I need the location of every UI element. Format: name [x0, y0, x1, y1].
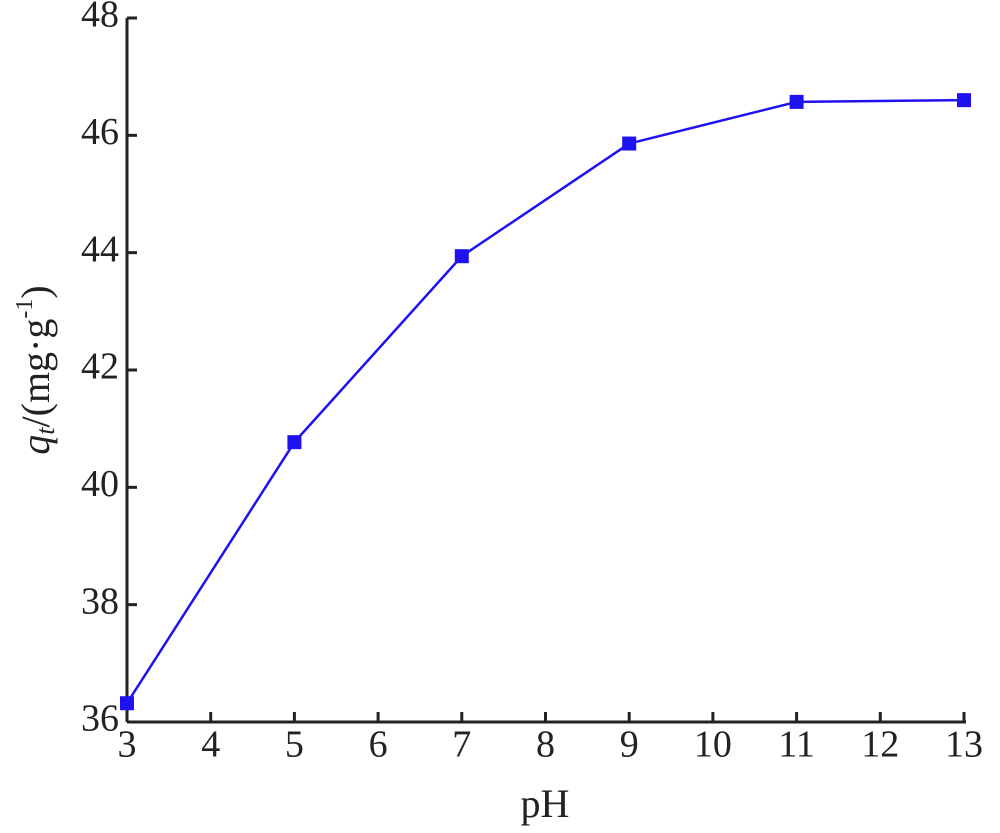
- x-tick-label: 3: [118, 724, 137, 766]
- y-label-part: -1: [12, 299, 38, 319]
- x-tick-label: 10: [694, 724, 732, 766]
- x-tick-label: 7: [452, 724, 471, 766]
- y-tick-label: 44: [81, 228, 119, 270]
- x-tick-label: 4: [201, 724, 220, 766]
- x-axis-label: pH: [521, 781, 570, 826]
- y-tick-label: 46: [81, 111, 119, 153]
- marker: [454, 249, 469, 264]
- x-tick-label: 9: [620, 724, 639, 766]
- y-label-part: q: [13, 435, 58, 455]
- y-label-part: t: [31, 427, 60, 435]
- marker: [120, 696, 134, 711]
- y-tick-label: 42: [81, 346, 119, 388]
- x-tick-label: 6: [369, 724, 388, 766]
- marker: [622, 136, 637, 151]
- x-tick-label: 8: [536, 724, 555, 766]
- marker: [789, 94, 804, 109]
- y-tick-label: 36: [81, 698, 119, 740]
- marker: [957, 93, 971, 108]
- series-line: [125, 98, 965, 704]
- y-tick-label: 38: [81, 580, 119, 622]
- x-tick-label: 12: [861, 724, 899, 766]
- y-label-part: ): [13, 285, 58, 298]
- marker: [287, 435, 302, 450]
- x-tick-label: 13: [945, 724, 983, 766]
- y-label-part: /(mg·g: [13, 319, 58, 428]
- y-axis-label: qt/(mg·g-1): [12, 285, 60, 454]
- x-tick-label: 5: [285, 724, 304, 766]
- y-tick-label: 40: [81, 463, 119, 505]
- x-tick-label: 11: [778, 724, 815, 766]
- y-tick-label: 48: [81, 0, 119, 36]
